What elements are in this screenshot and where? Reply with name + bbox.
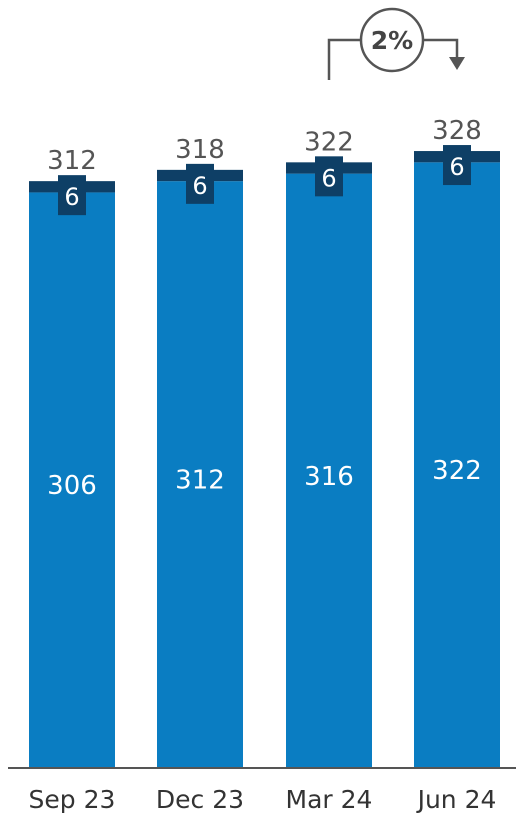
data-label-main-segment: 312 [175,466,225,496]
data-label-top-segment: 6 [64,183,79,211]
data-label-top-segment: 6 [321,164,336,192]
segment-label-box [315,156,343,197]
data-label-top-segment: 6 [192,172,207,200]
bars-layer [29,151,500,769]
bar-segment-main [29,192,115,768]
x-tick-label: Dec 23 [156,785,244,814]
annotation-connector-left [327,38,361,80]
bar-segment-main [157,181,243,769]
segment-label-box [443,145,471,186]
total-label: 328 [432,116,482,146]
data-label-main-segment: 322 [432,456,482,486]
data-label-main-segment: 316 [304,462,354,492]
annotation-label: 2% [371,26,413,55]
x-tick-label: Jun 24 [416,785,497,814]
segment-label-box [186,163,214,204]
x-tick-label: Mar 24 [286,785,373,814]
labels-layer: 6 306 312 6 312 318 6 316 322 6 322 328 [47,116,482,501]
bar-segment-main [414,162,500,769]
data-label-main-segment: 306 [47,471,97,501]
x-tick-labels: Sep 23 Dec 23 Mar 24 Jun 24 [29,785,497,814]
total-label: 318 [175,135,225,165]
bar-segment-main [286,173,372,769]
segment-label-box [58,175,86,216]
x-tick-label: Sep 23 [29,785,116,814]
total-label: 322 [304,127,354,157]
annotation-connector-right [423,38,459,58]
data-label-top-segment: 6 [449,153,464,181]
total-label: 312 [47,146,97,176]
annotation-circle [359,7,425,73]
arrow-down-icon [449,57,465,70]
growth-annotation: 2% [327,7,465,80]
